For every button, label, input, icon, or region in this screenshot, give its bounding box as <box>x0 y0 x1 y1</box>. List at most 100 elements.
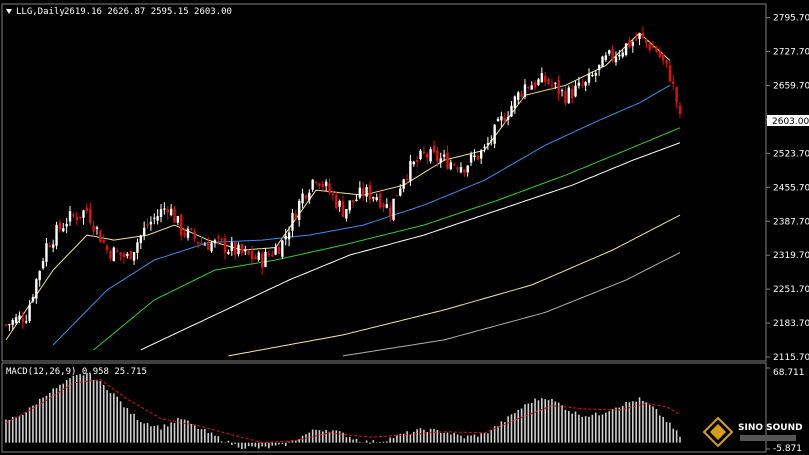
candle-body[interactable] <box>51 244 55 248</box>
candle-body[interactable] <box>8 324 11 326</box>
candle-body[interactable] <box>166 209 169 213</box>
candle-body[interactable] <box>345 208 348 219</box>
candle-body[interactable] <box>25 321 28 323</box>
candle-body[interactable] <box>601 56 604 68</box>
candle-body[interactable] <box>122 253 126 258</box>
candle-body[interactable] <box>335 195 338 209</box>
candle-body[interactable] <box>301 193 304 204</box>
candle-body[interactable] <box>14 317 18 324</box>
candle-body[interactable] <box>399 188 402 196</box>
candle-body[interactable] <box>257 252 260 260</box>
candle-body[interactable] <box>4 324 8 326</box>
candle-body[interactable] <box>463 169 466 173</box>
candle-body[interactable] <box>31 297 35 302</box>
candle-body[interactable] <box>648 43 651 51</box>
candle-body[interactable] <box>264 251 267 267</box>
candle-body[interactable] <box>85 207 89 211</box>
candle-body[interactable] <box>109 251 112 259</box>
candle-body[interactable] <box>213 240 217 244</box>
candle-body[interactable] <box>338 201 341 207</box>
candle-body[interactable] <box>604 55 608 60</box>
candle-body[interactable] <box>132 252 136 261</box>
candle-body[interactable] <box>102 240 105 243</box>
candle-body[interactable] <box>436 150 439 162</box>
candle-body[interactable] <box>500 116 503 121</box>
candle-body[interactable] <box>547 78 550 85</box>
candle-body[interactable] <box>634 38 638 41</box>
candle-body[interactable] <box>382 204 385 208</box>
candle-body[interactable] <box>506 116 510 120</box>
candle-body[interactable] <box>149 221 153 225</box>
candle-body[interactable] <box>456 167 459 170</box>
candle-body[interactable] <box>469 154 473 163</box>
candle-body[interactable] <box>574 85 577 97</box>
candle-body[interactable] <box>308 192 311 201</box>
candle-body[interactable] <box>368 184 372 200</box>
candle-body[interactable] <box>68 211 72 222</box>
candle-body[interactable] <box>193 231 196 239</box>
candle-body[interactable] <box>89 208 92 224</box>
candle-body[interactable] <box>486 143 490 145</box>
candle-body[interactable] <box>405 178 409 180</box>
candle-body[interactable] <box>449 162 453 170</box>
candle-body[interactable] <box>82 210 85 218</box>
candle-body[interactable] <box>348 200 351 211</box>
candle-body[interactable] <box>362 188 365 197</box>
candle-body[interactable] <box>95 227 99 229</box>
candle-body[interactable] <box>318 183 321 187</box>
candle-body[interactable] <box>190 228 193 230</box>
candle-body[interactable] <box>395 195 399 197</box>
candle-body[interactable] <box>291 212 294 231</box>
candle-body[interactable] <box>415 159 419 162</box>
candle-body[interactable] <box>564 90 567 104</box>
candle-body[interactable] <box>159 209 163 217</box>
candle-body[interactable] <box>496 118 500 122</box>
candle-body[interactable] <box>112 247 116 262</box>
candle-body[interactable] <box>260 253 264 268</box>
candle-body[interactable] <box>618 54 621 57</box>
candle-body[interactable] <box>672 81 675 85</box>
candle-body[interactable] <box>453 164 456 166</box>
candle-body[interactable] <box>28 304 31 322</box>
candle-body[interactable] <box>223 238 227 253</box>
candle-body[interactable] <box>237 244 240 255</box>
candle-body[interactable] <box>641 32 645 38</box>
candle-body[interactable] <box>156 216 159 221</box>
candle-body[interactable] <box>530 85 533 90</box>
candle-body[interactable] <box>581 84 584 86</box>
candle-body[interactable] <box>304 195 308 199</box>
candle-body[interactable] <box>136 242 139 253</box>
candle-body[interactable] <box>247 250 250 255</box>
candle-body[interactable] <box>476 155 479 160</box>
candle-body[interactable] <box>62 228 65 232</box>
candle-body[interactable] <box>439 158 442 163</box>
candle-body[interactable] <box>153 217 156 219</box>
candle-body[interactable] <box>254 256 257 259</box>
candle-body[interactable] <box>146 224 149 226</box>
candle-body[interactable] <box>277 247 281 254</box>
candle-body[interactable] <box>210 243 213 252</box>
candle-body[interactable] <box>163 208 166 210</box>
candle-body[interactable] <box>116 250 119 252</box>
candle-body[interactable] <box>58 222 62 230</box>
candle-body[interactable] <box>510 105 513 117</box>
candle-body[interactable] <box>513 96 517 109</box>
candle-body[interactable] <box>412 161 415 165</box>
candle-body[interactable] <box>314 182 318 184</box>
candle-body[interactable] <box>392 198 395 220</box>
candle-body[interactable] <box>119 252 122 256</box>
candle-body[interactable] <box>375 197 378 201</box>
candle-body[interactable] <box>661 53 665 61</box>
candle-body[interactable] <box>200 242 203 244</box>
candle-body[interactable] <box>294 214 298 220</box>
candle-body[interactable] <box>628 40 631 48</box>
candle-body[interactable] <box>557 79 560 95</box>
candle-body[interactable] <box>527 87 530 89</box>
candle-body[interactable] <box>75 216 78 220</box>
candle-body[interactable] <box>186 228 190 238</box>
candle-body[interactable] <box>429 149 432 162</box>
candle-body[interactable] <box>48 245 52 248</box>
candle-body[interactable] <box>173 208 176 223</box>
candle-body[interactable] <box>176 216 180 223</box>
candle-body[interactable] <box>311 179 314 190</box>
